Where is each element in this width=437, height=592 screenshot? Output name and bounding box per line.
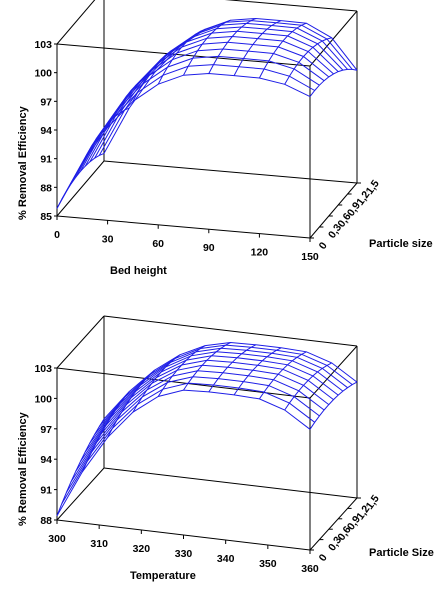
z-tick-label: 100	[34, 68, 52, 80]
x-tick-label: 350	[259, 558, 277, 570]
x-ticks: 300 310 320 330 340 350 360	[48, 520, 319, 575]
z-tick-label: 88	[40, 182, 52, 194]
box-edge	[56, 367, 311, 399]
z-tick-label: 94	[40, 454, 52, 466]
x-tick-label: 340	[217, 553, 235, 565]
box-edge	[56, 467, 105, 521]
z-tick-label: 94	[40, 125, 52, 137]
box-edge	[56, 315, 105, 369]
box-edge	[224, 0, 358, 12]
surface-mesh	[56, 17, 358, 209]
mesh-line-x	[84, 355, 339, 453]
box-edge	[103, 160, 358, 184]
mesh-line-y	[233, 347, 282, 396]
mesh-line-y	[107, 369, 155, 438]
mesh-line-y	[132, 45, 181, 102]
x-tick-label: 310	[90, 538, 108, 550]
x-tick-label: 0	[54, 229, 60, 241]
mesh-line-y	[208, 344, 257, 393]
y-ticks: 00,30,60,91,21,5	[310, 493, 382, 564]
box-frame	[56, 0, 358, 239]
z-axis-label: % Removal Efficiency	[17, 105, 29, 220]
y-tick-label: 0	[317, 240, 330, 252]
box-edge	[56, 0, 96, 45]
mesh-line-y	[157, 345, 206, 397]
box-edge	[103, 467, 358, 499]
x-axis-label: Bed height	[110, 265, 167, 277]
mesh-line-y	[56, 418, 105, 516]
z-tick-label: 103	[34, 363, 52, 375]
z-tick-label: 88	[40, 515, 52, 527]
x-tick-label: 300	[48, 533, 66, 545]
mesh-line-y	[208, 18, 257, 74]
z-ticks: 85 88 91 94 97 100 103	[34, 39, 57, 223]
x-tick-label: 150	[301, 251, 319, 263]
surface-mesh	[56, 341, 358, 517]
mesh-line-y	[56, 152, 105, 209]
mesh-line-x	[70, 370, 325, 482]
mesh-line-y	[258, 351, 307, 400]
mesh-line-y	[81, 107, 130, 164]
mesh-line-y	[183, 342, 231, 391]
z-ticks: 88 91 94 97 100 103	[34, 363, 57, 527]
z-tick-label: 97	[40, 96, 52, 108]
mesh-line-y	[309, 68, 358, 97]
surface-plot-temperature: 88 91 94 97 100 103 300 310 320 330 340 350 360 00,…	[17, 315, 434, 582]
mesh-line-x	[61, 382, 316, 505]
box-edge	[56, 160, 105, 217]
x-tick-label: 60	[152, 238, 164, 250]
x-tick-label: 90	[203, 242, 215, 254]
x-tick-label: 360	[301, 563, 319, 575]
z-axis-label: % Removal Efficiency	[17, 411, 29, 526]
mesh-line-y	[183, 19, 231, 76]
z-tick-label: 85	[40, 211, 52, 223]
mesh-line-x	[70, 48, 325, 185]
mesh-line-y	[157, 28, 206, 85]
mesh-line-x	[75, 364, 330, 472]
mesh-line-x	[84, 30, 339, 167]
x-tick-label: 120	[251, 247, 269, 259]
mesh-line-y	[284, 37, 332, 85]
z-tick-label: 97	[40, 424, 52, 436]
mesh-line-x	[61, 64, 315, 200]
z-tick-label: 103	[34, 39, 52, 51]
y-tick-label: 0	[317, 552, 330, 564]
y-axis-label: Particle size	[369, 238, 433, 250]
mesh-line-y	[284, 362, 332, 411]
mesh-line-y	[258, 22, 307, 79]
x-axis-label: Temperature	[130, 570, 196, 582]
box-edge	[309, 497, 358, 551]
z-tick-label: 91	[40, 485, 52, 497]
x-tick-label: 320	[133, 543, 151, 555]
mesh-line-y	[233, 20, 282, 76]
box-edge	[309, 10, 358, 67]
x-tick-label: 330	[175, 548, 193, 560]
mesh-line-x	[75, 41, 330, 178]
box-edge	[56, 215, 311, 239]
mesh-line-y	[132, 354, 181, 413]
z-tick-label: 91	[40, 154, 52, 166]
x-tick-label: 30	[102, 233, 114, 245]
mesh-line-x	[56, 389, 311, 517]
x-ticks: 0 30 60 90 120 150	[54, 216, 319, 263]
box-edge	[103, 315, 358, 347]
y-axis-label: Particle Size	[369, 547, 434, 559]
box-edge	[309, 345, 358, 399]
mesh-line-y	[81, 391, 130, 473]
z-tick-label: 100	[34, 393, 52, 405]
box-edge	[309, 182, 358, 239]
mesh-line-y	[309, 381, 358, 430]
